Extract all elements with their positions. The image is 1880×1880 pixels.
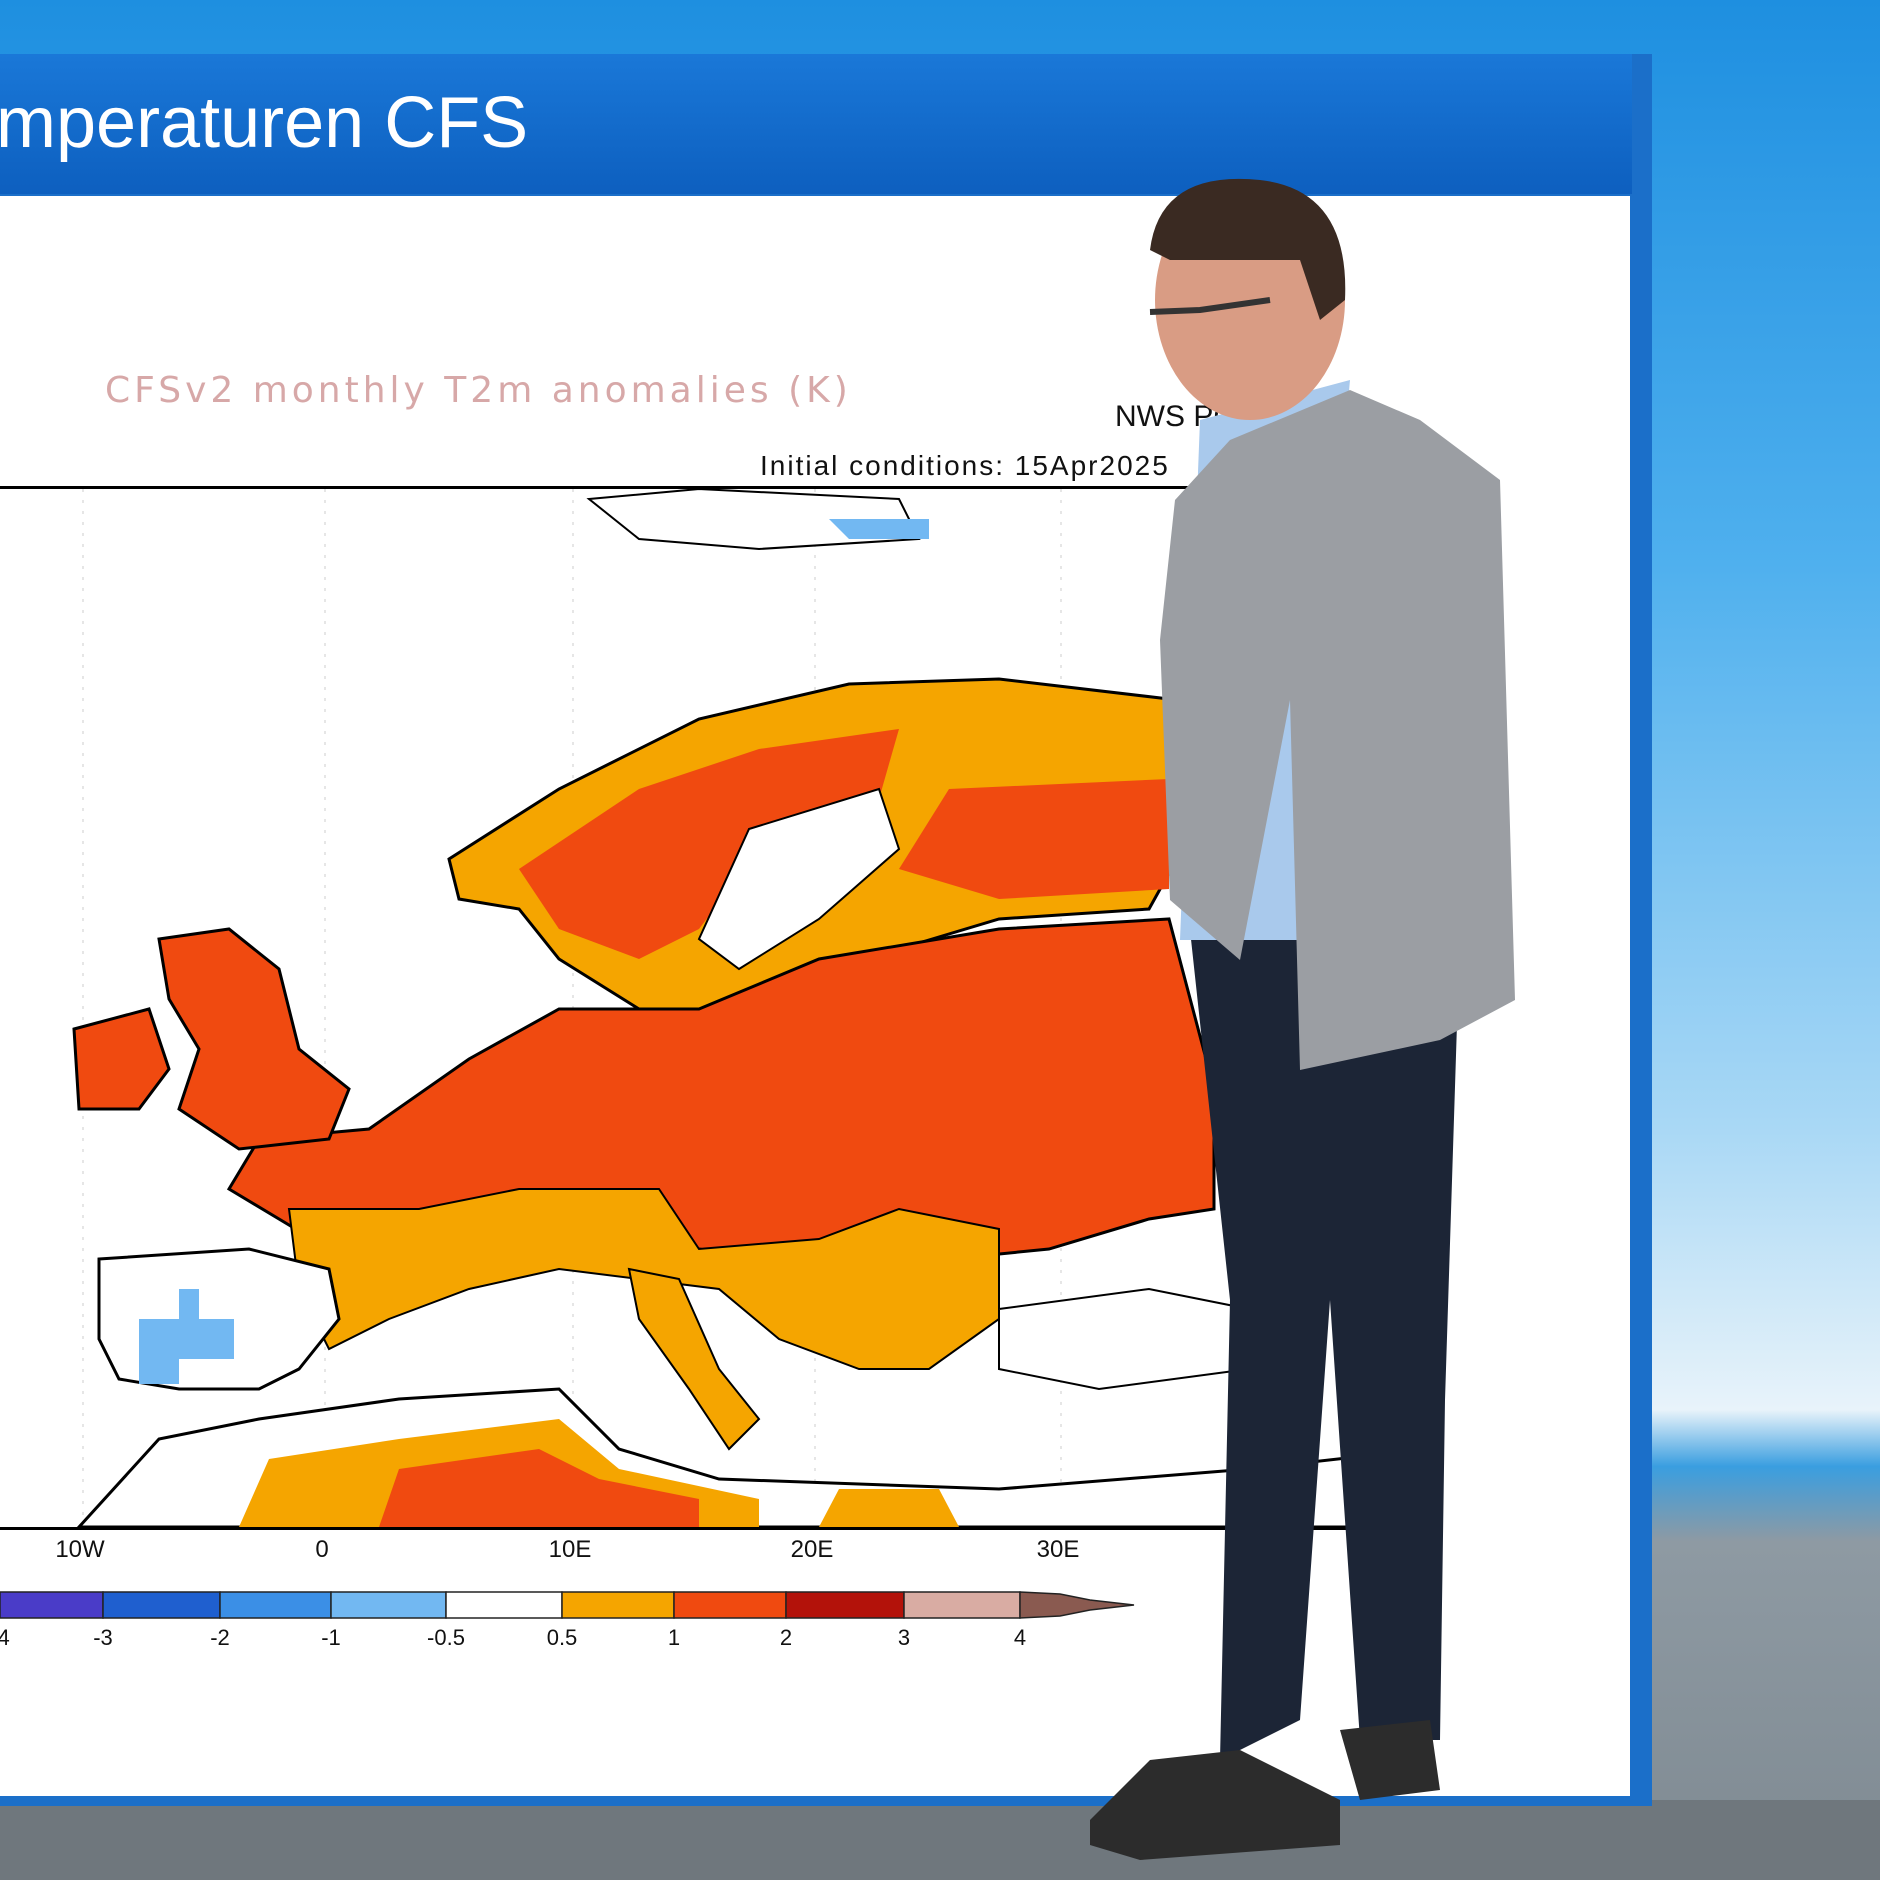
lon-label-0: 0: [315, 1536, 329, 1563]
map-svg: [72, 489, 1427, 1527]
legend-tick-label: -4: [0, 1625, 10, 1650]
legend-tick-label: 4: [1013, 1625, 1027, 1650]
legend-bin: [330, 1591, 447, 1619]
chart-source: NWS PC: [1115, 400, 1235, 433]
studio-floor: [0, 1800, 1880, 1880]
panel-title: mperaturen CFS: [0, 83, 529, 163]
anomaly-map: [0, 486, 1430, 1530]
legend-bin: [102, 1591, 221, 1619]
legend-bin: [673, 1591, 787, 1619]
legend-bin: [445, 1591, 563, 1619]
legend-tick-label: -2: [210, 1625, 230, 1650]
title-bar: mperaturen CFS: [0, 54, 1632, 194]
legend-tick-label: 3: [897, 1625, 911, 1650]
legend-tick-label: -1: [321, 1625, 341, 1650]
british-isles-region: [157, 927, 351, 1151]
legend-bin: [1019, 1591, 1135, 1619]
initial-conditions: Initial conditions: 15Apr2025: [760, 450, 1170, 481]
lon-label-10e: 10E: [548, 1536, 592, 1563]
color-legend-bar: [0, 1591, 1135, 1619]
legend-bin: [0, 1591, 104, 1619]
legend-tick-label: 2: [779, 1625, 793, 1650]
legend-bin: [561, 1591, 675, 1619]
legend-tick-label: -3: [93, 1625, 113, 1650]
legend-bin: [219, 1591, 332, 1619]
legend-tick-label: 1: [667, 1625, 681, 1650]
chart-title: CFSv2 monthly T2m anomalies (K): [105, 370, 852, 411]
lon-label-20e: 20E: [790, 1536, 834, 1563]
legend-tick-label: -0.5: [427, 1625, 465, 1650]
lon-label-10w: 10W: [55, 1536, 105, 1563]
legend-bin: [785, 1591, 905, 1619]
legend-tick-label: 0.5: [546, 1625, 578, 1650]
lon-label-30e: 30E: [1036, 1536, 1080, 1563]
legend-bin: [903, 1591, 1021, 1619]
